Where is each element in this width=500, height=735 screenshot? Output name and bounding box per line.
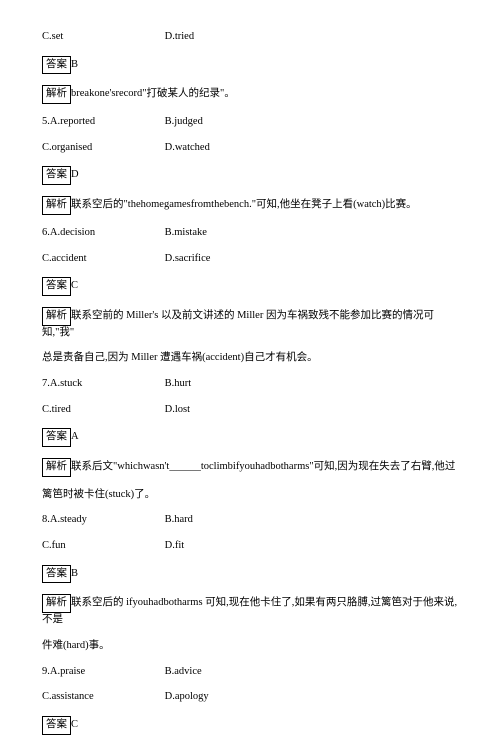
q6-opt-c: C.accident	[42, 252, 162, 267]
q7-num: 7.	[42, 378, 50, 389]
q9-opt-a: A.praise	[50, 666, 85, 677]
q8-options-cd: C.fun D.fit	[42, 539, 458, 554]
q5-opt-a: A.reported	[50, 116, 95, 127]
q9-options-cd: C.assistance D.apology	[42, 690, 458, 705]
q8-opt-d: D.fit	[165, 540, 185, 551]
parse-label: 解析	[42, 594, 71, 613]
q9-num-opt-a: 9.A.praise	[42, 665, 162, 680]
q5-parse: 解析联系空后的"thehomegamesfromthebench."可知,他坐在…	[42, 196, 458, 215]
q6-opt-b: B.mistake	[165, 227, 207, 238]
q6-parse-2: 总是责备自己,因为 Miller 遭遇车祸(accident)自己才有机会。	[42, 351, 458, 366]
parse-label: 解析	[42, 307, 71, 326]
q5-opt-d: D.watched	[165, 142, 210, 153]
q5-options-cd: C.organised D.watched	[42, 141, 458, 156]
q5-num-opt-a: 5.A.reported	[42, 115, 162, 130]
answer-label: 答案	[42, 166, 71, 185]
parse-label: 解析	[42, 196, 71, 215]
q8-answer: 答案B	[42, 565, 458, 584]
q8-opt-c: C.fun	[42, 539, 162, 554]
q7-options-ab: 7.A.stuck B.hurt	[42, 377, 458, 392]
parse-label: 解析	[42, 458, 71, 477]
q9-answer: 答案C	[42, 716, 458, 735]
q7-num-opt-a: 7.A.stuck	[42, 377, 162, 392]
q9-opt-c: C.assistance	[42, 690, 162, 705]
answer-label: 答案	[42, 716, 71, 735]
q5-opt-b: B.judged	[165, 116, 203, 127]
q9-opt-b: B.advice	[165, 666, 202, 677]
q8-num: 8.	[42, 514, 50, 525]
q6-parse-text-1: 联系空前的 Miller's 以及前文讲述的 Miller 因为车祸致残不能参加…	[42, 310, 434, 338]
q6-options-cd: C.accident D.sacrifice	[42, 252, 458, 267]
q5-num: 5.	[42, 116, 50, 127]
q8-opt-a: A.steady	[50, 514, 87, 525]
q7-answer: 答案A	[42, 428, 458, 447]
q6-opt-a: A.decision	[50, 227, 95, 238]
parse-label: 解析	[42, 85, 71, 104]
q9-answer-val: C	[71, 719, 78, 730]
q5-parse-text: 联系空后的"thehomegamesfromthebench."可知,他坐在凳子…	[71, 199, 417, 210]
q4-parse: 解析breakone'srecord"打破某人的纪录"。	[42, 85, 458, 104]
q8-opt-b: B.hard	[165, 514, 193, 525]
q7-parse-text-1: 联系后文"whichwasn't______toclimbifyouhadbot…	[71, 461, 455, 472]
q6-answer: 答案C	[42, 277, 458, 296]
q4-opt-c: C.set	[42, 30, 162, 45]
q7-parse-2: 篱笆时被卡住(stuck)了。	[42, 488, 458, 503]
q8-options-ab: 8.A.steady B.hard	[42, 513, 458, 528]
q9-options-ab: 9.A.praise B.advice	[42, 665, 458, 680]
q7-parse-1: 解析联系后文"whichwasn't______toclimbifyouhadb…	[42, 458, 458, 477]
answer-label: 答案	[42, 277, 71, 296]
q7-answer-val: A	[71, 431, 79, 442]
q5-opt-c: C.organised	[42, 141, 162, 156]
q9-num: 9.	[42, 666, 50, 677]
q9-opt-d: D.apology	[165, 691, 209, 702]
q6-num: 6.	[42, 227, 50, 238]
q7-opt-d: D.lost	[165, 404, 190, 415]
answer-label: 答案	[42, 565, 71, 584]
q8-parse-text-1: 联系空后的 ifyouhadbotharms 可知,现在他卡住了,如果有两只胳膊…	[42, 597, 457, 625]
q7-options-cd: C.tired D.lost	[42, 403, 458, 418]
q6-parse-1: 解析联系空前的 Miller's 以及前文讲述的 Miller 因为车祸致残不能…	[42, 307, 458, 340]
q6-answer-val: C	[71, 280, 78, 291]
q8-answer-val: B	[71, 568, 78, 579]
answer-label: 答案	[42, 428, 71, 447]
q4-options-cd: C.set D.tried	[42, 30, 458, 45]
q4-answer: 答案B	[42, 56, 458, 75]
answer-label: 答案	[42, 56, 71, 75]
q5-answer: 答案D	[42, 166, 458, 185]
q8-num-opt-a: 8.A.steady	[42, 513, 162, 528]
q7-opt-c: C.tired	[42, 403, 162, 418]
q6-opt-d: D.sacrifice	[165, 253, 211, 264]
q7-opt-a: A.stuck	[50, 378, 82, 389]
q5-options-ab: 5.A.reported B.judged	[42, 115, 458, 130]
q6-num-opt-a: 6.A.decision	[42, 226, 162, 241]
q4-opt-d: D.tried	[165, 31, 194, 42]
q6-options-ab: 6.A.decision B.mistake	[42, 226, 458, 241]
q4-answer-val: B	[71, 59, 78, 70]
q5-answer-val: D	[71, 169, 79, 180]
q8-parse-1: 解析联系空后的 ifyouhadbotharms 可知,现在他卡住了,如果有两只…	[42, 594, 458, 627]
q7-opt-b: B.hurt	[165, 378, 192, 389]
q8-parse-2: 件难(hard)事。	[42, 639, 458, 654]
q4-parse-text: breakone'srecord"打破某人的纪录"。	[71, 88, 235, 99]
